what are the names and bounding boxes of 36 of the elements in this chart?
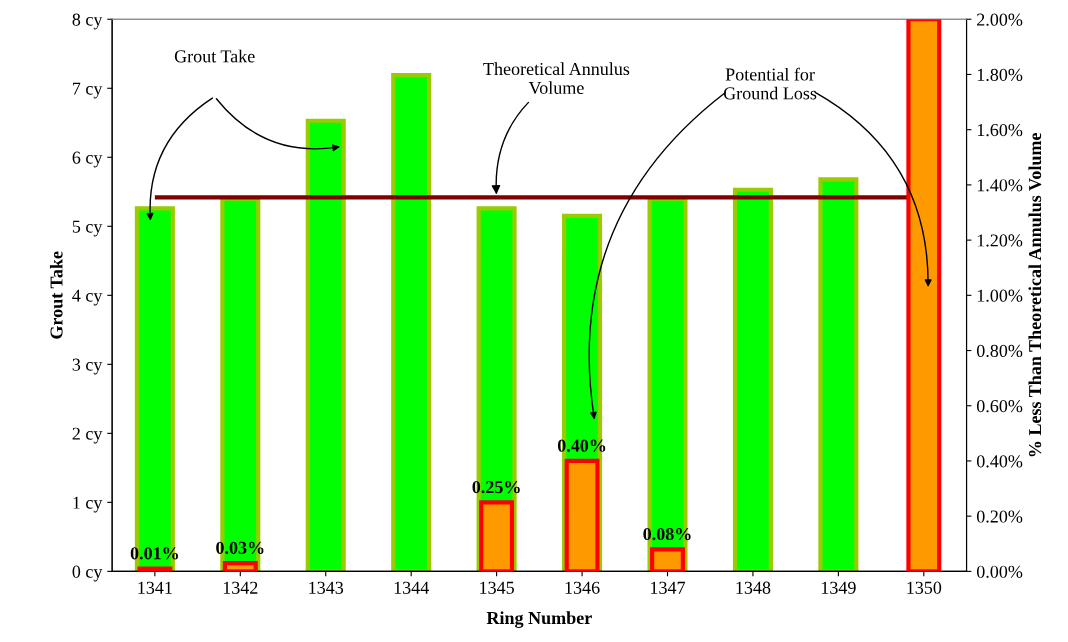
y-axis-title: Grout Take bbox=[49, 251, 63, 339]
x-tick-label: 1344 bbox=[394, 581, 429, 594]
y-tick-label: 6 cy bbox=[72, 151, 103, 168]
y-tick-label: 7 cy bbox=[73, 82, 103, 99]
annotation: Theoretical Annulus Volume bbox=[483, 62, 630, 95]
x-tick-label: 1350 bbox=[907, 581, 942, 594]
x-tick-label: 1347 bbox=[651, 581, 686, 594]
annotation: Grout Take bbox=[174, 49, 255, 63]
y-tick-label: 3 cy bbox=[72, 358, 103, 375]
y2-tick-label: 1.40% bbox=[977, 179, 1023, 192]
y2-tick-label: 0.20% bbox=[976, 510, 1023, 523]
y2-tick-label: 1.00% bbox=[977, 289, 1023, 302]
y2-tick-label: 0.80% bbox=[976, 344, 1023, 358]
x-tick-label: 1345 bbox=[480, 581, 514, 594]
y-tick-label: 0 cy bbox=[72, 565, 103, 582]
y2-tick-label: 1.60% bbox=[977, 123, 1023, 137]
annotation: Potential for Ground Loss bbox=[723, 67, 817, 100]
x-tick-label: 1341 bbox=[138, 581, 172, 594]
x-tick-label: 1346 bbox=[565, 581, 600, 594]
y-tick-label: 8 cy bbox=[72, 13, 103, 30]
x-tick-label: 1342 bbox=[223, 581, 258, 594]
x-tick-label: 1349 bbox=[821, 581, 856, 594]
y2-tick-label: 2.00% bbox=[977, 13, 1023, 26]
x-tick-label: 1343 bbox=[309, 581, 344, 594]
y2-tick-label: 0.40% bbox=[976, 455, 1023, 468]
y-tick-label: 2 cy bbox=[72, 427, 103, 444]
y2-axis-title: % Less Than Theoretical Annulus Volume bbox=[1028, 132, 1042, 457]
y-tick-label: 4 cy bbox=[72, 289, 103, 306]
y-tick-label: 5 cy bbox=[72, 220, 103, 237]
y-tick-label: 1 cy bbox=[73, 496, 103, 513]
x-tick-label: 1348 bbox=[736, 581, 771, 594]
y2-tick-label: 0.00% bbox=[976, 565, 1023, 578]
x-axis-title: Ring Number bbox=[486, 611, 592, 628]
y2-tick-label: 1.80% bbox=[977, 68, 1023, 81]
y2-tick-label: 0.60% bbox=[976, 400, 1023, 413]
y2-tick-label: 1.20% bbox=[977, 234, 1023, 247]
